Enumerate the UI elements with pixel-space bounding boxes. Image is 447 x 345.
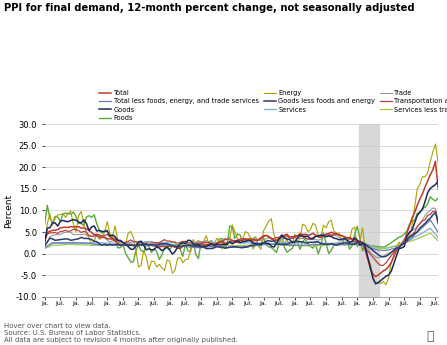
- Text: PPI for final demand, 12-month percent change, not seasonally adjusted: PPI for final demand, 12-month percent c…: [4, 3, 415, 13]
- Y-axis label: Percent: Percent: [4, 194, 13, 227]
- Text: ⤓: ⤓: [426, 330, 434, 343]
- Legend: Total, Total less foods, energy, and trade services, Goods, Foods, Energy, Goods: Total, Total less foods, energy, and tra…: [99, 90, 447, 121]
- Bar: [359, 124, 380, 297]
- Text: Hover over chart to view data.
Source: U.S. Bureau of Labor Statistics.
All data: Hover over chart to view data. Source: U…: [4, 323, 238, 343]
